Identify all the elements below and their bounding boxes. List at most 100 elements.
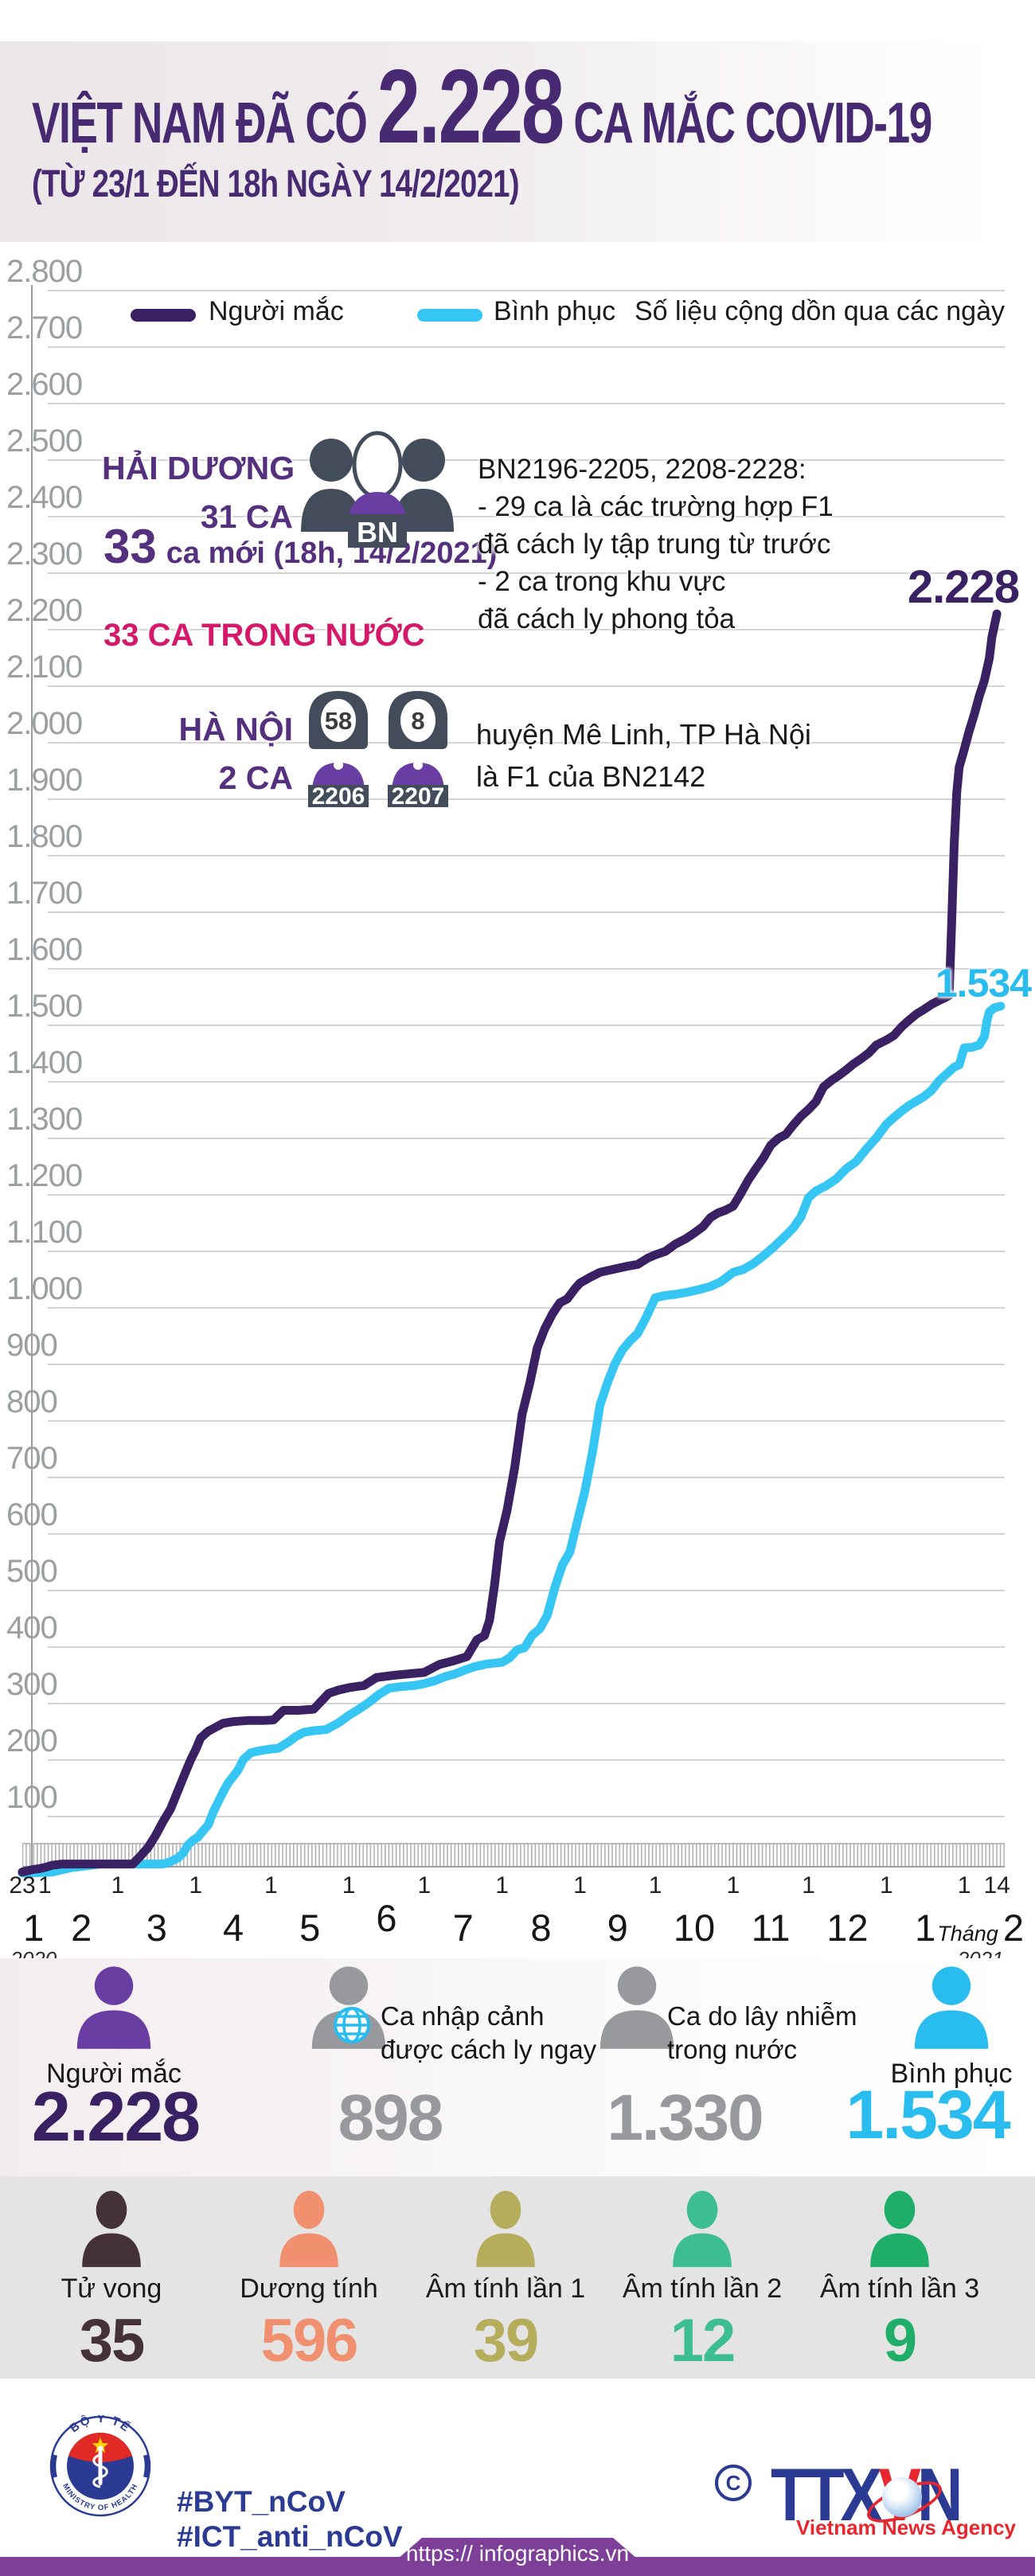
stat-value-imported: 898 [338,2082,444,2154]
y-axis-label-1400: 1.400 [6,1045,83,1080]
y-axis-label-1800: 1.800 [6,819,83,854]
stat-value-domestic: 1.330 [607,2082,764,2154]
vietnam-news-agency-label: Vietnam News Agency [796,2516,1016,2539]
month-number: 1 [915,1907,936,1949]
stat-label-imported-line2: được cách ly ngay [381,2035,597,2064]
hai-duong-note-line: - 29 ca là các trường hợp F1 [478,491,834,522]
y-axis-label-300: 300 [6,1667,58,1702]
hai-duong-note-line: đã cách ly phong tỏa [478,603,736,634]
x-tick-label: 1 [264,1872,278,1899]
stat-value-recovered: 1.534 [846,2077,1010,2153]
hai-duong-name: HẢI DƯƠNG [102,450,295,486]
legend-label-cases: Người mắc [209,296,344,326]
footer-url[interactable]: https:// infographics.vn [405,2541,630,2566]
y-axis-label-1700: 1.700 [6,876,83,911]
y-axis-label-200: 200 [6,1723,58,1758]
stat-label-negative-1: Âm tính lần 1 [425,2274,586,2304]
x-month-label: 1 [0,1906,85,1950]
patients-group-icon: BN [301,431,454,548]
y-axis-label-2300: 2.300 [6,537,83,572]
y-axis-label-2400: 2.400 [6,480,83,515]
negative-1-person-icon [476,2191,535,2267]
patient-2207-icon: 8 2207 [388,691,448,809]
recovered-series-line [18,1001,1006,1878]
legend-swatch-recovered [417,309,482,322]
stat-item-negative-2: Âm tính lần 2 12 [615,2191,790,2375]
negative-3-person-icon [870,2191,929,2267]
hashtag-byt: #BYT_nCoV [177,2485,346,2518]
ministry-of-health-logo: BỘ Y TẾ MINISTRY OF HEALTH [49,2415,151,2517]
y-axis-label-400: 400 [6,1610,58,1645]
recovered-endpoint-label: 1.534 [935,961,1032,1005]
hai-duong-note-line: đã cách ly tập trung từ trước [478,529,831,560]
x-month-label: 10 [642,1906,746,1950]
new-cases-count: 33 [104,520,157,573]
x-tick-label: 23 [9,1872,36,1899]
x-tick-label: 1 [189,1872,203,1899]
y-axis-label-1300: 1.300 [6,1102,83,1137]
stat-label-deaths: Tử vong [61,2274,162,2304]
stat-value-positive: 596 [260,2307,359,2375]
stat-label-negative-2: Âm tính lần 2 [622,2274,783,2304]
annotation-new-cases: 33 ca mới (18h, 14/2/2021) [104,519,497,574]
y-axis-label-2200: 2.200 [6,593,83,628]
month-number: 11 [751,1907,791,1949]
page-title: VIỆT NAM ĐÃ CÓ 2.228 CA MẮC COVID-19 [32,46,932,166]
month-number: 6 [376,1897,397,1939]
ha-noi-count: 2 CA [218,759,293,796]
stat-label-domestic: Ca do lây nhiễm trong nước [667,2000,857,2067]
stats-row1-band [0,1958,1035,2178]
x-month-label: 9 [566,1906,670,1950]
hai-duong-note-line: BN2196-2205, 2208-2228: [478,454,807,485]
x-tick-label: 1 [957,1872,971,1899]
ttxvn-globe-icon [882,2477,922,2517]
y-axis-label-1600: 1.600 [6,932,83,967]
x-month-label: Tháng 2 [929,1906,1033,1950]
ha-noi-note: huyện Mê Linh, TP Hà Nội là F1 của BN214… [476,713,811,798]
ttxvn-ttx: TTX [771,2453,883,2536]
annotation-domestic-cases: 33 CA TRONG NƯỚC [104,618,425,653]
ha-noi-note-line: là F1 của BN2142 [476,760,706,793]
x-month-label: 7 [412,1906,515,1950]
x-month-label: 12 [795,1906,899,1950]
month-number: 3 [146,1907,167,1949]
ttxvn-n: N [916,2453,963,2536]
x-tick-label: 1 [342,1872,356,1899]
stat-label-positive: Dương tính [240,2274,378,2304]
new-cases-detail: ca mới (18h, 14/2/2021) [166,537,498,570]
header-band [0,41,1035,242]
x-month-label: 8 [490,1906,593,1950]
x-tick-label: 1 [111,1872,125,1899]
y-axis-label-500: 500 [6,1554,58,1589]
stat-label-recovered: Bình phục [890,2059,1013,2089]
month-number: 8 [530,1907,552,1949]
x-month-label: 3 [105,1906,209,1950]
stat-label-negative-3: Âm tính lần 3 [819,2274,980,2304]
x-month-label: 2 [29,1906,133,1950]
y-axis-label-2800: 2.800 [6,254,83,289]
legend-note: Số liệu cộng dồn qua các ngày [634,296,1005,326]
stat-item-positive: Dương tính 596 [221,2191,396,2375]
positive-person-icon [279,2191,338,2267]
hai-duong-note: BN2196-2205, 2208-2228: - 29 ca là các t… [478,451,834,638]
y-axis-label-1900: 1.900 [6,763,83,798]
x-tick-label: 1 [573,1872,587,1899]
y-axis-label-2600: 2.600 [6,367,83,402]
domestic-person-icon [600,1966,674,2049]
negative-2-person-icon [673,2191,732,2267]
month-number: 2 [1002,1907,1024,1949]
ha-noi-name: HÀ NỘI [178,711,294,747]
y-axis-label-2100: 2.100 [6,650,83,685]
patient-age: 58 [325,707,352,735]
month-number: 2 [71,1907,92,1949]
stat-value-negative-3: 9 [883,2307,917,2375]
month-number: 5 [299,1907,321,1949]
month-number: 9 [607,1907,628,1949]
x-tick-label: 1 [648,1872,662,1899]
x-month-label: 1 [873,1906,977,1950]
stat-label-imported: Ca nhập cảnh được cách ly ngay [381,2000,596,2067]
cases-series-line [18,609,1002,1877]
hai-duong-count: 31 CA [200,498,293,535]
